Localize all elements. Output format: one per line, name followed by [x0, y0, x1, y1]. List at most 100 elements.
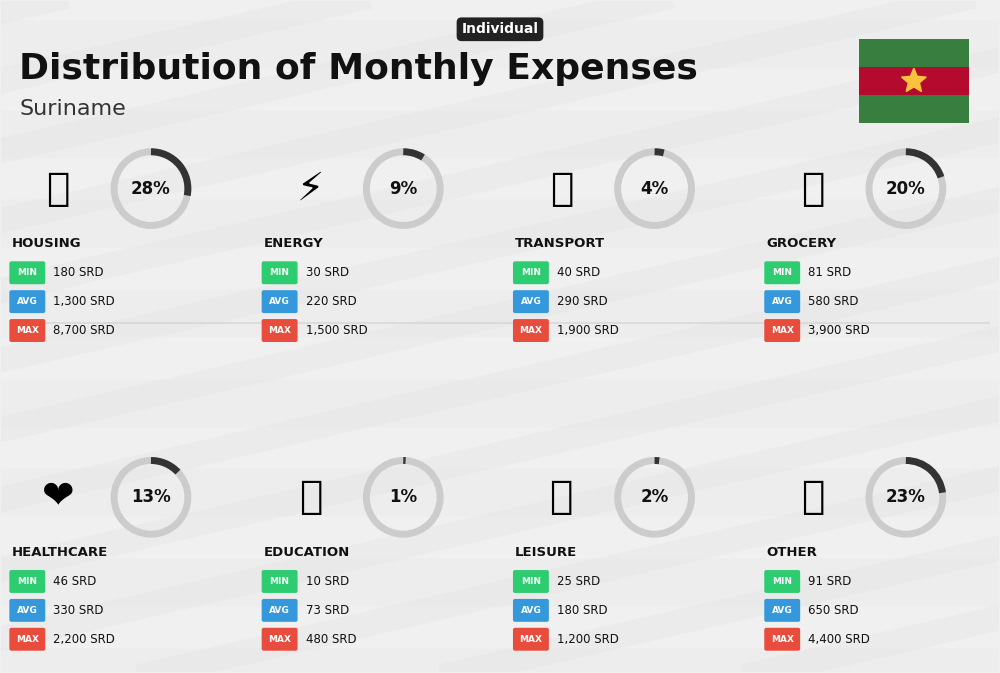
Text: 13%: 13%: [131, 489, 171, 506]
Text: HOUSING: HOUSING: [11, 237, 81, 250]
FancyBboxPatch shape: [262, 599, 298, 622]
Text: Individual: Individual: [462, 22, 538, 36]
Text: 🎓: 🎓: [299, 479, 322, 516]
FancyBboxPatch shape: [513, 570, 549, 593]
Text: 73 SRD: 73 SRD: [306, 604, 349, 617]
Text: MAX: MAX: [771, 635, 794, 644]
FancyBboxPatch shape: [764, 290, 800, 313]
FancyBboxPatch shape: [9, 261, 45, 284]
FancyBboxPatch shape: [764, 628, 800, 651]
FancyBboxPatch shape: [262, 261, 298, 284]
Text: 220 SRD: 220 SRD: [306, 295, 356, 308]
Text: AVG: AVG: [269, 297, 290, 306]
FancyBboxPatch shape: [513, 290, 549, 313]
Polygon shape: [902, 68, 926, 92]
Text: 💰: 💰: [801, 479, 825, 516]
Text: 1,500 SRD: 1,500 SRD: [306, 324, 367, 337]
Text: 28%: 28%: [131, 180, 171, 198]
Text: MAX: MAX: [16, 326, 39, 335]
Text: 1,900 SRD: 1,900 SRD: [557, 324, 619, 337]
Text: 🚌: 🚌: [550, 170, 574, 207]
Text: 4,400 SRD: 4,400 SRD: [808, 633, 870, 646]
Text: 580 SRD: 580 SRD: [808, 295, 859, 308]
Text: ❤️: ❤️: [42, 479, 75, 516]
Text: MAX: MAX: [771, 326, 794, 335]
Text: LEISURE: LEISURE: [515, 546, 577, 559]
Text: 3,900 SRD: 3,900 SRD: [808, 324, 870, 337]
Text: 2%: 2%: [640, 489, 669, 506]
Text: MAX: MAX: [519, 326, 542, 335]
Text: 🛒: 🛒: [801, 170, 825, 207]
Text: MIN: MIN: [521, 577, 541, 586]
FancyBboxPatch shape: [9, 290, 45, 313]
Text: OTHER: OTHER: [766, 546, 817, 559]
Text: 650 SRD: 650 SRD: [808, 604, 859, 617]
Text: MIN: MIN: [772, 269, 792, 277]
Text: TRANSPORT: TRANSPORT: [515, 237, 605, 250]
Text: 1,300 SRD: 1,300 SRD: [53, 295, 115, 308]
Text: 25 SRD: 25 SRD: [557, 575, 600, 588]
FancyBboxPatch shape: [513, 628, 549, 651]
Text: MIN: MIN: [270, 269, 290, 277]
Text: 1%: 1%: [389, 489, 417, 506]
Text: HEALTHCARE: HEALTHCARE: [11, 546, 108, 559]
Text: AVG: AVG: [17, 297, 38, 306]
FancyBboxPatch shape: [764, 261, 800, 284]
Text: 91 SRD: 91 SRD: [808, 575, 852, 588]
FancyBboxPatch shape: [513, 319, 549, 342]
Text: 10 SRD: 10 SRD: [306, 575, 349, 588]
Text: Distribution of Monthly Expenses: Distribution of Monthly Expenses: [19, 52, 698, 86]
Text: AVG: AVG: [521, 297, 541, 306]
Text: MAX: MAX: [268, 635, 291, 644]
Text: 46 SRD: 46 SRD: [53, 575, 97, 588]
FancyBboxPatch shape: [9, 570, 45, 593]
Text: AVG: AVG: [772, 606, 793, 615]
Text: 40 SRD: 40 SRD: [557, 267, 600, 279]
Text: MIN: MIN: [17, 577, 37, 586]
Text: 2,200 SRD: 2,200 SRD: [53, 633, 115, 646]
Text: MIN: MIN: [17, 269, 37, 277]
Text: 81 SRD: 81 SRD: [808, 267, 851, 279]
FancyBboxPatch shape: [9, 599, 45, 622]
FancyBboxPatch shape: [262, 290, 298, 313]
Text: MAX: MAX: [519, 635, 542, 644]
FancyBboxPatch shape: [262, 319, 298, 342]
Text: ENERGY: ENERGY: [264, 237, 323, 250]
FancyBboxPatch shape: [764, 570, 800, 593]
Text: MIN: MIN: [521, 269, 541, 277]
Text: MIN: MIN: [772, 577, 792, 586]
Text: MIN: MIN: [270, 577, 290, 586]
Text: 4%: 4%: [640, 180, 669, 198]
Text: 🛍️: 🛍️: [550, 479, 574, 516]
Text: GROCERY: GROCERY: [766, 237, 836, 250]
Text: 180 SRD: 180 SRD: [53, 267, 104, 279]
FancyBboxPatch shape: [9, 628, 45, 651]
Text: AVG: AVG: [521, 606, 541, 615]
Text: AVG: AVG: [17, 606, 38, 615]
Text: AVG: AVG: [772, 297, 793, 306]
Text: 30 SRD: 30 SRD: [306, 267, 349, 279]
Text: EDUCATION: EDUCATION: [264, 546, 350, 559]
FancyBboxPatch shape: [262, 570, 298, 593]
Text: MAX: MAX: [268, 326, 291, 335]
Text: 23%: 23%: [886, 489, 926, 506]
Text: 330 SRD: 330 SRD: [53, 604, 104, 617]
Text: 180 SRD: 180 SRD: [557, 604, 607, 617]
Text: 8,700 SRD: 8,700 SRD: [53, 324, 115, 337]
Text: Suriname: Suriname: [19, 99, 126, 119]
FancyBboxPatch shape: [859, 39, 969, 67]
FancyBboxPatch shape: [513, 261, 549, 284]
Text: AVG: AVG: [269, 606, 290, 615]
FancyBboxPatch shape: [764, 319, 800, 342]
FancyBboxPatch shape: [764, 599, 800, 622]
Text: 480 SRD: 480 SRD: [306, 633, 356, 646]
Text: MAX: MAX: [16, 635, 39, 644]
FancyBboxPatch shape: [859, 95, 969, 123]
Text: 🏢: 🏢: [47, 170, 70, 207]
FancyBboxPatch shape: [262, 628, 298, 651]
Text: 1,200 SRD: 1,200 SRD: [557, 633, 619, 646]
Text: 20%: 20%: [886, 180, 926, 198]
Text: 9%: 9%: [389, 180, 417, 198]
FancyBboxPatch shape: [9, 319, 45, 342]
Text: 290 SRD: 290 SRD: [557, 295, 608, 308]
